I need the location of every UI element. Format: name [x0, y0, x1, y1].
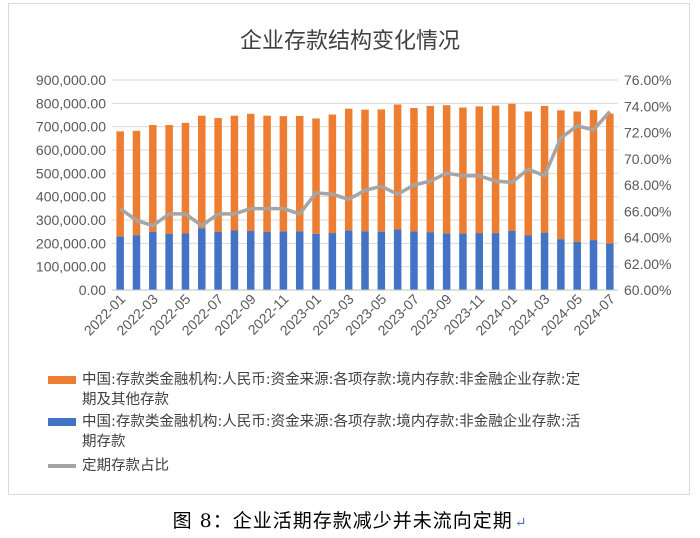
legend-label: 定期存款占比 — [82, 457, 169, 474]
bar-time-deposit — [508, 103, 516, 231]
y-left-tick-label: 300,000.00 — [36, 212, 106, 228]
bar-time-deposit — [377, 109, 386, 232]
bar-time-deposit — [132, 130, 141, 236]
y-left-tick-label: 200,000.00 — [36, 235, 106, 251]
bar-demand-deposit — [426, 232, 435, 290]
bar-demand-deposit — [132, 235, 141, 290]
bar-demand-deposit — [393, 229, 402, 290]
bar-demand-deposit — [377, 231, 386, 290]
bar-demand-deposit — [230, 230, 239, 290]
y-left-tick-label: 500,000.00 — [36, 165, 106, 181]
bar-time-deposit — [116, 131, 124, 237]
bar-time-deposit — [540, 105, 549, 233]
bar-time-deposit — [606, 113, 614, 244]
bar-demand-deposit — [312, 233, 320, 290]
chart-svg: 企业存款结构变化情况 0.00 100,000.00 200,000.00 300,00… — [36, 29, 672, 474]
bar-demand-deposit — [508, 230, 516, 290]
bar-demand-deposit — [295, 231, 304, 290]
bar-demand-deposit — [557, 239, 565, 290]
bar-demand-deposit — [328, 233, 337, 290]
chart-title: 企业存款结构变化情况 — [240, 29, 460, 54]
bar-time-deposit — [165, 125, 173, 234]
bar-time-deposit — [491, 105, 500, 234]
y-left-tick-label: 400,000.00 — [36, 189, 106, 205]
bar-time-deposit — [410, 108, 418, 232]
bar-demand-deposit — [263, 231, 271, 290]
bar-time-deposit — [573, 111, 581, 242]
bar-demand-deposit — [149, 231, 157, 290]
y-right-tick-label: 76.00% — [624, 72, 671, 88]
bar-demand-deposit — [524, 235, 532, 290]
legend-label: 期及其他存款 — [82, 391, 169, 408]
bar-demand-deposit — [475, 233, 484, 290]
bar-time-deposit — [524, 111, 532, 236]
legend-swatch — [48, 376, 76, 384]
y-right-tick-label: 62.00% — [624, 256, 671, 272]
bar-time-deposit — [230, 115, 239, 231]
legend-label: 期存款 — [82, 433, 126, 450]
legend-label: 中国:存款类金融机构:人民币:资金来源:各项存款:境内存款:非金融企业存款:定 — [82, 370, 580, 388]
bar-demand-deposit — [573, 241, 581, 290]
bar-time-deposit — [361, 109, 369, 232]
bar-demand-deposit — [491, 233, 500, 290]
bar-demand-deposit — [442, 233, 451, 290]
bar-time-deposit — [475, 106, 484, 234]
bar-time-deposit — [295, 115, 304, 232]
caption-text: 图 8：企业活期存款减少并未流向定期 — [172, 510, 513, 532]
y-right-tick-label: 68.00% — [624, 177, 671, 193]
bar-time-deposit — [393, 104, 402, 230]
y-left-tick-label: 600,000.00 — [36, 142, 106, 158]
return-mark: ↵ — [514, 515, 528, 531]
bar-demand-deposit — [165, 234, 173, 290]
y-right-tick-label: 64.00% — [624, 230, 671, 246]
bar-demand-deposit — [540, 232, 549, 290]
bar-time-deposit — [589, 110, 598, 241]
y-left-tick-label: 100,000.00 — [36, 259, 106, 275]
bar-demand-deposit — [116, 236, 124, 290]
bar-demand-deposit — [181, 233, 190, 290]
figure-caption: 图 8：企业活期存款减少并未流向定期 ↵ — [0, 506, 700, 533]
bar-demand-deposit — [279, 231, 288, 290]
bar-demand-deposit — [361, 231, 369, 290]
bar-time-deposit — [198, 115, 206, 229]
bar-time-deposit — [263, 115, 271, 232]
legend-label: 中国:存款类金融机构:人民币:资金来源:各项存款:境内存款:非金融企业存款:活 — [82, 412, 580, 430]
bar-time-deposit — [459, 107, 467, 234]
bar-time-deposit — [426, 105, 435, 233]
y-left-tick-label: 900,000.00 — [36, 72, 106, 88]
y-right-tick-label: 72.00% — [624, 125, 671, 141]
bar-time-deposit — [214, 118, 222, 232]
bar-time-deposit — [246, 113, 255, 231]
y-right-tick-label: 70.00% — [624, 151, 671, 167]
bar-demand-deposit — [589, 240, 598, 290]
bar-demand-deposit — [214, 231, 222, 290]
y-left-tick-label: 700,000.00 — [36, 119, 106, 135]
legend-swatch — [48, 418, 76, 426]
y-right-tick-label: 74.00% — [624, 98, 671, 114]
bar-time-deposit — [279, 116, 288, 232]
bar-time-deposit — [557, 110, 565, 240]
y-left-tick-label: 0.00 — [79, 282, 106, 298]
bar-time-deposit — [312, 118, 320, 234]
bar-demand-deposit — [606, 243, 614, 290]
y-right-tick-label: 66.00% — [624, 203, 671, 219]
bar-demand-deposit — [344, 230, 353, 290]
y-right-tick-label: 60.00% — [624, 282, 671, 298]
bar-time-deposit — [328, 114, 337, 234]
y-left-tick-label: 800,000.00 — [36, 95, 106, 111]
bar-demand-deposit — [410, 231, 418, 290]
bar-time-deposit — [344, 108, 353, 231]
ratio-line — [119, 110, 612, 228]
bar-demand-deposit — [459, 233, 467, 290]
bar-demand-deposit — [246, 230, 255, 290]
bar-time-deposit — [181, 122, 190, 234]
bar-demand-deposit — [198, 228, 206, 290]
bar-time-deposit — [442, 105, 451, 234]
bar-time-deposit — [149, 125, 157, 232]
